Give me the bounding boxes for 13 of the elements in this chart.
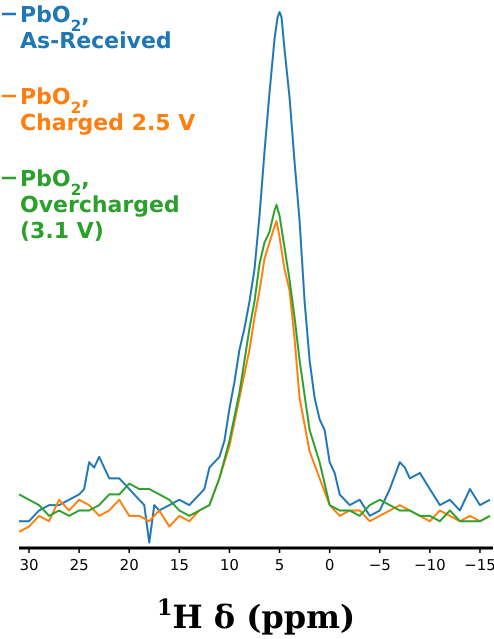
x-axis-title: $^{1}$H δ (ppm) [156, 595, 356, 636]
x-tick-label: 30 [19, 556, 39, 574]
legend-label: PbO$_{2}$, Charged 2.5 V [20, 85, 196, 136]
x-tick-label: 5 [274, 556, 284, 574]
x-tick-label: 10 [220, 556, 239, 574]
x-tick-label: 15 [170, 556, 189, 574]
x-tick-label: 20 [120, 556, 139, 574]
x-tick-label: −5 [368, 556, 391, 574]
x-tick-label: −10 [414, 556, 446, 574]
legend-label: PbO$_{2}$, As-Received [20, 3, 172, 54]
x-tick-label: 25 [70, 556, 89, 574]
x-tick-label: 0 [324, 556, 334, 574]
legend-label: PbO$_{2}$, Overcharged (3.1 V) [20, 167, 180, 244]
